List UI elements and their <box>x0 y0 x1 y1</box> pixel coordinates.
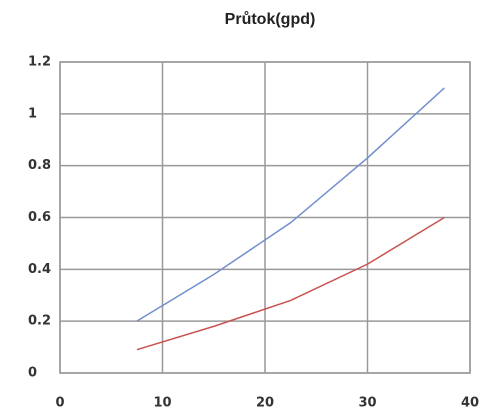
series-line <box>136 216 445 351</box>
x-tick-label: 30 <box>358 396 376 411</box>
x-tick-label: 0 <box>55 396 64 411</box>
y-tick-label: 0.6 <box>28 210 51 225</box>
y-tick-label: 0.8 <box>28 158 51 173</box>
y-tick-label: 1 <box>28 106 37 121</box>
y-tick-label: 1.2 <box>28 55 51 70</box>
chart-title: Průtok(gpd) <box>225 11 316 28</box>
y-tick-label: 0 <box>28 366 37 381</box>
y-tick-label: 0.2 <box>28 314 51 329</box>
x-tick-label: 10 <box>153 396 171 411</box>
y-tick-label: 0.4 <box>28 262 51 277</box>
x-tick-label: 40 <box>461 396 479 411</box>
series-line <box>136 87 445 322</box>
x-tick-label: 20 <box>256 396 274 411</box>
